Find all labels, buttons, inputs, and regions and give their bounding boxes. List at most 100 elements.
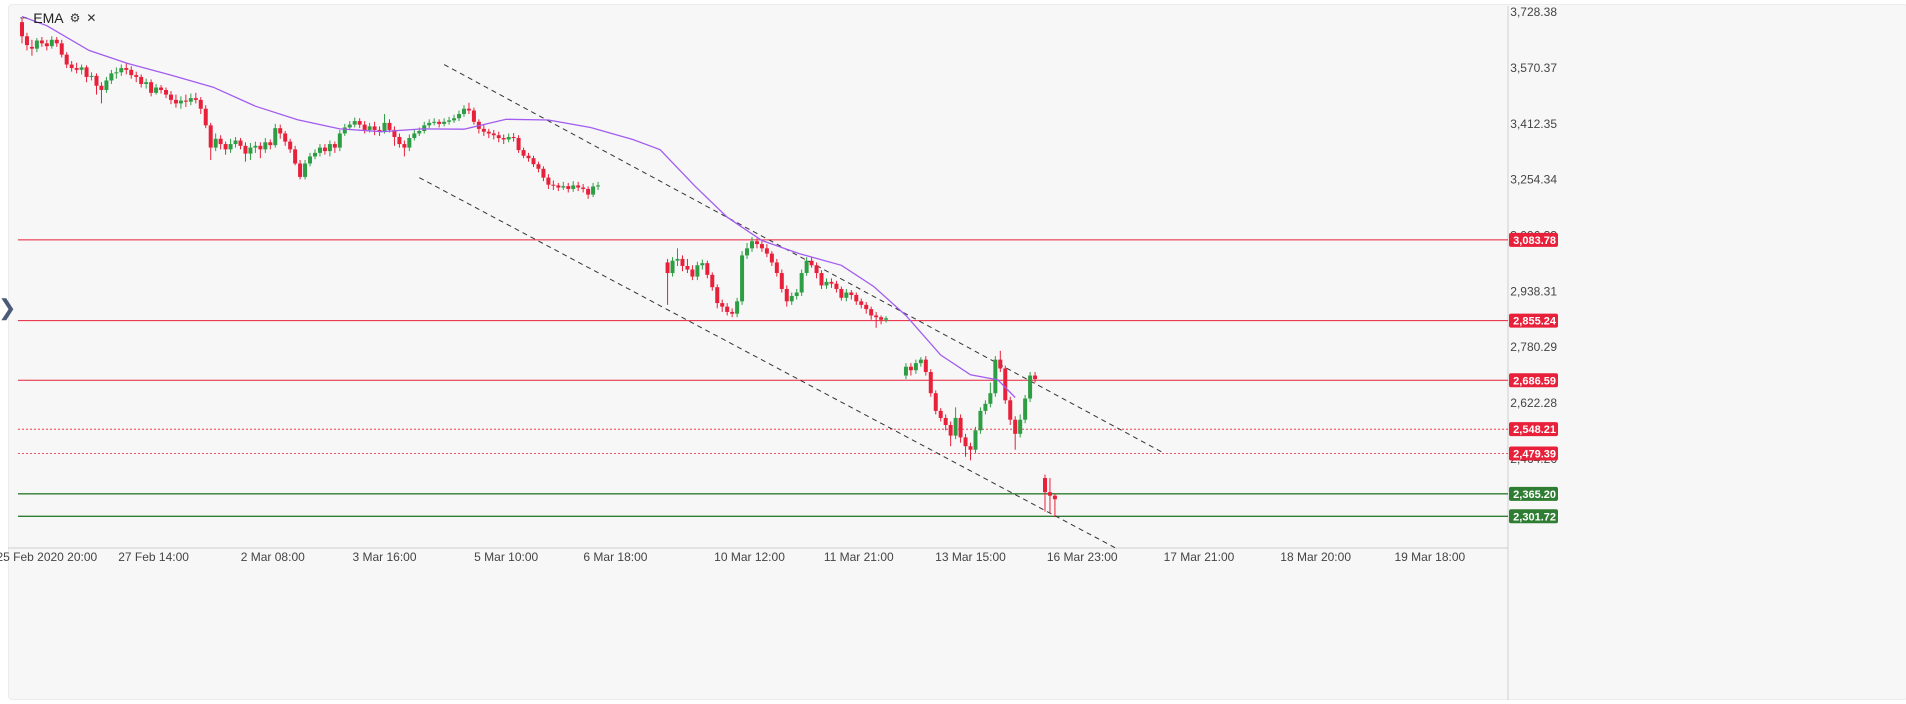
candle-body	[218, 138, 223, 145]
x-tick-label: 5 Mar 10:00	[474, 550, 538, 564]
candle-body	[1047, 492, 1052, 496]
candle-body	[183, 100, 188, 102]
candle-body	[576, 185, 581, 188]
price-tag	[1509, 313, 1558, 328]
candle-body	[447, 120, 452, 122]
candle-body	[556, 185, 561, 188]
candle-body	[402, 144, 407, 148]
candle-body	[243, 145, 248, 154]
candle-body	[332, 144, 337, 148]
candle-body	[437, 121, 442, 124]
candle-body	[263, 142, 268, 150]
candle-body	[963, 437, 968, 447]
candle-body	[794, 292, 799, 297]
candle-body	[213, 138, 218, 148]
candle-body	[283, 133, 288, 142]
y-tick-label: 2,938.31	[1510, 284, 1557, 298]
candle-body	[188, 98, 193, 102]
plot-area[interactable]	[18, 15, 1508, 560]
y-tick-label: 3,412.35	[1510, 117, 1557, 131]
candle-body	[541, 168, 546, 178]
candle-body	[710, 274, 715, 288]
candle-body	[804, 260, 809, 274]
indicator-drag-icon[interactable]: ┄	[20, 11, 28, 25]
candle-body	[154, 87, 159, 93]
candle-body	[432, 121, 437, 123]
candle-body	[457, 114, 462, 119]
candle-body	[720, 303, 725, 307]
candle-body	[486, 131, 491, 134]
candle-body	[546, 177, 551, 185]
candle-body	[39, 40, 44, 44]
candle-body	[596, 185, 601, 187]
candle-body	[466, 108, 471, 111]
indicator-name: EMA	[33, 10, 64, 26]
candle-body	[754, 241, 759, 245]
candle-body	[104, 80, 109, 90]
candle-body	[745, 248, 750, 256]
candle-body	[933, 393, 938, 411]
close-icon[interactable]: ✕	[86, 11, 97, 25]
candle-body	[342, 127, 347, 134]
trendline[interactable]	[419, 177, 1137, 560]
candle-body	[233, 140, 238, 145]
candle-body	[685, 265, 690, 270]
candle-body	[258, 145, 263, 150]
candle-body	[228, 144, 233, 150]
candle-body	[551, 184, 556, 186]
candle-body	[452, 118, 457, 121]
candle-body	[750, 241, 755, 249]
candle-body	[317, 147, 322, 153]
price-tag-label: 2,365.20	[1513, 489, 1556, 501]
candle-body	[839, 288, 844, 298]
candle-body	[869, 309, 874, 316]
candle-body	[764, 248, 769, 254]
candle-body	[978, 410, 983, 431]
candle-body	[372, 126, 377, 130]
candle-body	[308, 156, 313, 164]
price-tag	[1509, 422, 1558, 437]
candle-body	[1003, 368, 1008, 401]
x-tick-label: 16 Mar 23:00	[1047, 550, 1118, 564]
candle-body	[779, 273, 784, 289]
candle-body	[829, 281, 834, 284]
chevron-left-icon[interactable]: ❯	[0, 295, 16, 321]
y-tick-label: 2,622.28	[1510, 396, 1557, 410]
candle-body	[675, 258, 680, 261]
candle-body	[149, 82, 154, 93]
x-tick-label: 18 Mar 20:00	[1280, 550, 1351, 564]
x-tick-label: 27 Feb 14:00	[118, 550, 189, 564]
candle-body	[303, 163, 308, 177]
chart-panel[interactable]	[8, 4, 1906, 700]
trendline[interactable]	[443, 64, 1165, 454]
candle-body	[471, 110, 476, 122]
candle-body	[382, 122, 387, 132]
candle-body	[740, 255, 745, 302]
price-tag-label: 2,479.39	[1513, 449, 1556, 461]
candle-body	[690, 269, 695, 277]
price-tag-label: 2,548.21	[1513, 424, 1556, 436]
candle-body	[20, 22, 24, 37]
candle-body	[491, 133, 496, 136]
candle-body	[407, 138, 412, 148]
y-tick-label: 3,728.38	[1510, 5, 1557, 19]
candle-body	[442, 121, 447, 124]
candle-body	[1028, 375, 1033, 399]
candle-body	[819, 273, 824, 286]
candle-body	[312, 152, 317, 157]
candle-body	[173, 99, 178, 104]
price-tag-label: 2,855.24	[1513, 316, 1557, 328]
candle-body	[814, 265, 819, 274]
candle-body	[238, 140, 243, 146]
candle-body	[69, 64, 74, 69]
candle-body	[392, 129, 397, 137]
candle-body	[670, 260, 675, 274]
candle-body	[273, 128, 278, 146]
indicator-legend: ┄ EMA ⚙ ✕	[20, 10, 96, 26]
settings-icon[interactable]: ⚙	[69, 11, 81, 25]
candle-body	[506, 136, 511, 140]
candle-body	[1042, 478, 1047, 493]
candle-body	[705, 263, 710, 275]
candle-body	[79, 67, 84, 70]
